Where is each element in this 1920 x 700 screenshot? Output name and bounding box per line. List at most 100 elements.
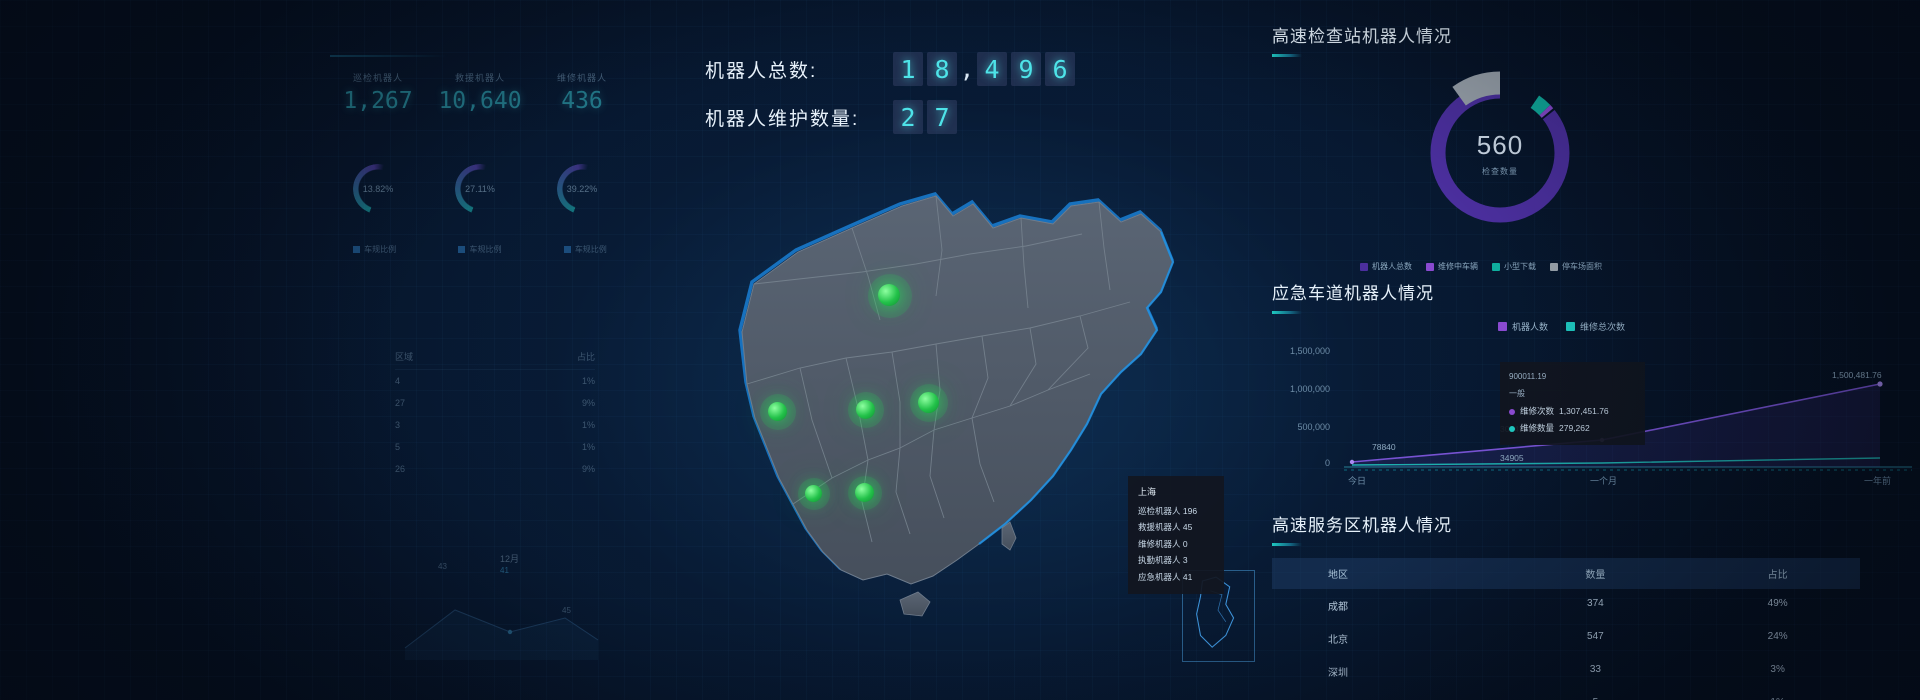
map-point-shanghai[interactable] <box>918 392 939 413</box>
cell-share: 3% <box>1770 664 1785 675</box>
cell-share: 49% <box>1767 598 1788 609</box>
map-tooltip: 上海 巡检机器人 196 救援机器人 45 维修机器人 0 执勤机器人 3 应急… <box>1128 476 1224 595</box>
table-row: 26 9% <box>395 458 595 480</box>
title-underline <box>1272 311 1302 314</box>
title-underline <box>1272 54 1302 57</box>
left-distribution-table: 区域 占比 4 1% 27 9% 3 1% 5 1% 26 9% <box>395 350 595 480</box>
cell-count: 33 <box>1589 664 1601 675</box>
table-row[interactable]: 深圳 33 3% <box>1272 655 1860 688</box>
donut-legend-item[interactable]: 机器人总数 <box>1360 261 1412 272</box>
donut-center-value: 560 <box>1476 129 1524 160</box>
legend-label: 车规比例 <box>469 245 502 254</box>
cell-share: 9% <box>581 398 595 408</box>
service-area-title: 高速服务区机器人情况 <box>1272 516 1452 535</box>
legend-swatch-icon <box>458 246 466 253</box>
legend-item: 车规比例 <box>353 244 396 255</box>
map-tooltip-row: 维修机器人 0 <box>1138 538 1188 549</box>
gauge-ring-wrap: 13.82% <box>353 164 403 214</box>
tooltip-series-value: 1,307,451.76 <box>1559 405 1609 416</box>
tooltip-row: 维修数量 279,262 <box>1509 420 1636 438</box>
table-row[interactable]: 成都 374 49% <box>1272 589 1860 622</box>
map-point-beijing[interactable] <box>878 284 900 306</box>
left-stat-item: 维修机器人 436 <box>534 71 630 114</box>
legend-label: 维修中车辆 <box>1438 262 1478 271</box>
cell-count: 4 <box>395 376 401 386</box>
mini-label-value: 41 <box>500 566 509 575</box>
column-header-share: 占比 <box>576 352 595 362</box>
right-column: 高速检查站机器人情况 560 检查数量 机器人总数 维修中车辆 <box>1272 0 1920 700</box>
tooltip-header: 900011.19 <box>1509 372 1547 381</box>
column-header-share: 占比 <box>1767 570 1788 581</box>
column-header-region: 地区 <box>1328 570 1348 581</box>
gauge-ring-wrap: 27.11% <box>455 164 505 214</box>
left-stat-value: 10,640 <box>438 88 522 114</box>
service-area-table: 地区 数量 占比 成都 374 49% 北京 547 24% 深圳 33 3% … <box>1272 558 1860 700</box>
table-row: 4 1% <box>395 370 595 392</box>
checkpoint-donut-area: 560 检查数量 机器人总数 维修中车辆 小型下载 停车场面积 <box>1272 63 1920 271</box>
mini-area-chart-icon <box>404 609 599 660</box>
donut-legend-item[interactable]: 停车场面积 <box>1550 261 1602 272</box>
left-gauge-item: 27.11% <box>432 164 528 214</box>
map-point-wuhan[interactable] <box>856 400 875 419</box>
legend-swatch-icon <box>1492 262 1500 271</box>
cell-count: 27 <box>395 398 406 408</box>
emergency-title: 应急车道机器人情况 <box>1272 284 1434 303</box>
left-stat-value: 436 <box>561 88 603 114</box>
donut-legend: 机器人总数 维修中车辆 小型下载 停车场面积 <box>1360 261 1602 272</box>
counter-digit: 7 <box>927 100 957 134</box>
mini-label-month: 12月 <box>500 554 520 564</box>
table-row[interactable]: 广州 5 1% <box>1272 688 1860 700</box>
gauge-percent: 27.11% <box>465 184 495 194</box>
counter-digit: 2 <box>893 100 923 134</box>
table-row: 3 1% <box>395 414 595 436</box>
counter-digit: 6 <box>1045 52 1075 86</box>
counter-maintenance-label: 机器人维护数量: <box>705 108 860 130</box>
tooltip-series-name: 维修数量 <box>1520 423 1555 434</box>
left-panel-divider <box>330 55 448 57</box>
cell-count: 547 <box>1587 631 1604 642</box>
donut-legend-item[interactable]: 维修中车辆 <box>1426 261 1478 272</box>
cell-count: 26 <box>395 464 406 474</box>
title-underline <box>1272 543 1302 546</box>
legend-label: 机器人总数 <box>1372 262 1412 271</box>
column-header-region: 区域 <box>395 352 414 362</box>
left-stat-label: 救援机器人 <box>454 73 505 83</box>
map-point-guangzhou[interactable] <box>855 483 874 502</box>
map-point-shenzhen[interactable] <box>805 485 822 502</box>
checkpoint-title: 高速检查站机器人情况 <box>1272 27 1452 46</box>
cell-share: 9% <box>581 464 595 474</box>
left-stat-value: 1,267 <box>343 88 413 114</box>
table-row: 27 9% <box>395 392 595 414</box>
legend-swatch-icon <box>1360 262 1368 271</box>
counter-digit: 1 <box>893 52 923 86</box>
cell-share: 1% <box>581 420 595 430</box>
donut-legend-item[interactable]: 小型下载 <box>1492 261 1536 272</box>
legend-swatch-icon <box>1426 262 1434 271</box>
tooltip-dot-icon <box>1509 408 1515 415</box>
x-tick-label: 一年前 <box>1864 476 1892 486</box>
gauge-percent: 39.22% <box>566 184 598 194</box>
tooltip-series-value: 279,262 <box>1559 423 1590 434</box>
left-stat-group: 巡检机器人 1,267 救援机器人 10,640 维修机器人 436 <box>330 71 630 114</box>
left-gauge-item: 13.82% <box>330 164 426 214</box>
gauge-percent: 13.82% <box>362 184 394 194</box>
map-tooltip-row: 巡检机器人 196 <box>1138 505 1198 516</box>
legend-swatch-icon <box>353 246 361 253</box>
counter-separator: , <box>959 55 975 83</box>
table-row[interactable]: 北京 547 24% <box>1272 622 1860 655</box>
cell-share: 1% <box>581 376 595 386</box>
map-point-chengdu[interactable] <box>768 402 787 421</box>
x-tick-label: 今日 <box>1348 476 1367 486</box>
left-gauge-legend: 车规比例 车规比例 车规比例 <box>330 244 630 255</box>
data-point-label: 1,500,481.76 <box>1832 370 1882 380</box>
legend-label: 车规比例 <box>364 245 397 254</box>
cell-count: 5 <box>395 442 401 452</box>
service-area-section: 高速服务区机器人情况 地区 数量 占比 成都 374 49% 北京 547 24… <box>1272 511 1920 700</box>
tooltip-series-name: 维修次数 <box>1520 405 1555 416</box>
donut-center-label: 560 检查数量 <box>1416 69 1584 237</box>
legend-swatch-icon <box>563 246 571 253</box>
cell-count: 374 <box>1587 598 1604 609</box>
